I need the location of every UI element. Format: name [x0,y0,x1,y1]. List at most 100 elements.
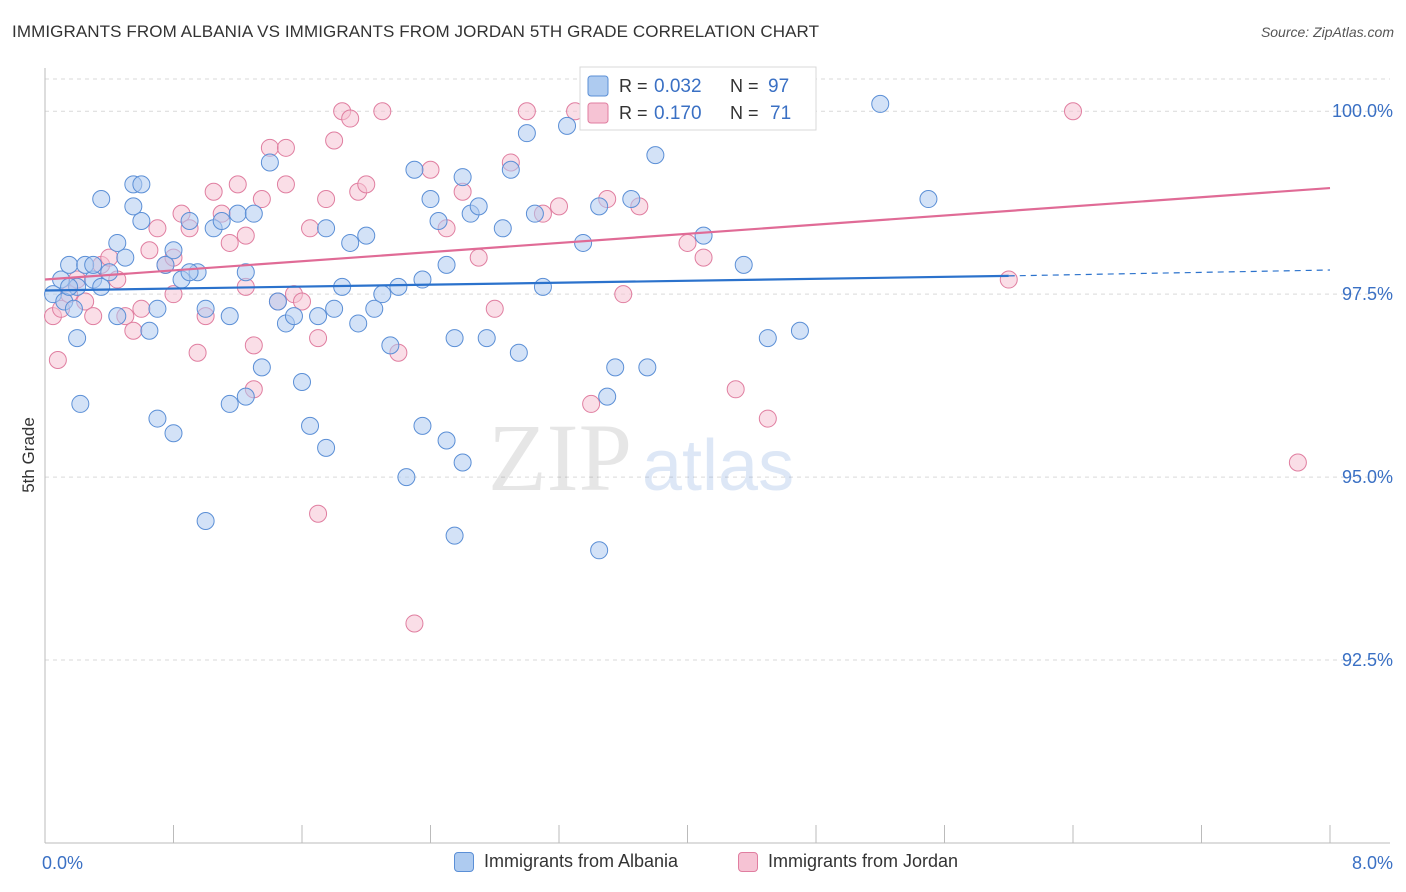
jordan-point [48,351,67,370]
jordan-point [236,226,255,245]
albania-point [606,358,625,377]
albania-point [108,233,127,252]
chart-title: IMMIGRANTS FROM ALBANIA VS IMMIGRANTS FR… [12,22,820,41]
albania-point [341,233,360,252]
legend-r-value-albania: 0.032 [654,76,702,97]
jordan-point [132,299,151,318]
albania-point [373,285,392,304]
albania-point [317,219,336,238]
jordan-point [317,190,336,209]
albania-point [196,512,215,531]
albania-point [405,160,424,179]
albania-point [590,541,609,560]
albania-point [92,190,111,209]
jordan-point [204,182,223,201]
albania-point [638,358,657,377]
legend-swatch-jordan-bottom [738,851,758,872]
albania-point [60,277,79,296]
y-axis-label: 5th Grade [19,417,38,493]
y-tick-label: 92.5% [1342,650,1393,670]
jordan-point [582,394,601,413]
albania-point [260,153,279,172]
jordan-points [44,102,1307,633]
legend-r-value-jordan: 0.170 [654,103,702,124]
jordan-point [1288,453,1307,472]
albania-point [180,211,199,230]
albania-point [509,343,528,362]
albania-point [397,468,416,487]
jordan-point [124,321,143,340]
source-label: Source: ZipAtlas.com [1260,24,1394,40]
jordan-point [244,336,263,355]
albania-point [140,321,159,340]
albania-point [244,204,263,223]
legend-item-jordan[interactable]: Immigrants from Jordan [738,851,958,872]
albania-point [790,321,809,340]
albania-point [116,248,135,267]
albania-point [533,277,552,296]
albania-point [301,416,320,435]
albania-point [132,211,151,230]
x-tick-label-min: 0.0% [42,853,83,873]
jordan-point [614,285,633,304]
legend-swatch-albania [587,75,609,97]
albania-point [437,431,456,450]
jordan-point [421,160,440,179]
albania-point [574,233,593,252]
jordan-point [140,241,159,260]
albania-point [493,219,512,238]
y-tick-label: 95.0% [1342,467,1393,487]
albania-point [453,168,472,187]
albania-point [124,197,143,216]
jordan-point [999,270,1018,289]
albania-point [469,197,488,216]
jordan-point [1064,102,1082,121]
albania-point [148,299,167,318]
trend-lines [44,186,1331,292]
albania-point [919,190,938,209]
albania-point [252,358,271,377]
albania-point [228,204,247,223]
albania-point [381,336,400,355]
albania-point [60,255,79,274]
jordan-trend-line [44,186,1331,281]
legend-n-value-jordan: 71 [770,103,791,124]
albania-point [365,299,384,318]
albania-point [357,226,376,245]
albania-point [598,387,617,406]
legend-item-albania[interactable]: Immigrants from Albania [454,851,678,872]
albania-point [84,255,103,274]
albania-point [64,299,83,318]
legend-n-label-albania: N = [730,76,759,96]
jordan-point [357,175,376,194]
albania-point [220,394,239,413]
jordan-point [341,109,360,128]
albania-point [268,292,287,311]
albania-point [734,255,753,274]
albania-trend-extension [1008,269,1331,277]
albania-point [622,190,641,209]
albania-point [525,204,544,223]
albania-point [132,175,151,194]
jordan-point [148,219,167,238]
jordan-point [276,138,295,157]
jordan-point [228,175,247,194]
albania-point [646,146,665,165]
legend-r-label-albania: R = [619,76,648,96]
albania-point [309,307,328,326]
jordan-point [309,329,328,348]
jordan-point [164,285,183,304]
albania-point [164,424,183,443]
y-tick-labels: 100.0% 97.5% 95.0% 92.5% [1332,101,1393,670]
albania-point [148,409,167,428]
gridlines [45,78,1390,661]
albania-point [212,211,231,230]
albania-point [558,116,577,135]
albania-point [317,438,336,457]
x-tick-label-max: 8.0% [1352,853,1393,873]
jordan-point [550,197,568,216]
jordan-point [188,343,207,362]
albania-point [100,263,119,282]
legend-r-label-jordan: R = [619,103,648,123]
